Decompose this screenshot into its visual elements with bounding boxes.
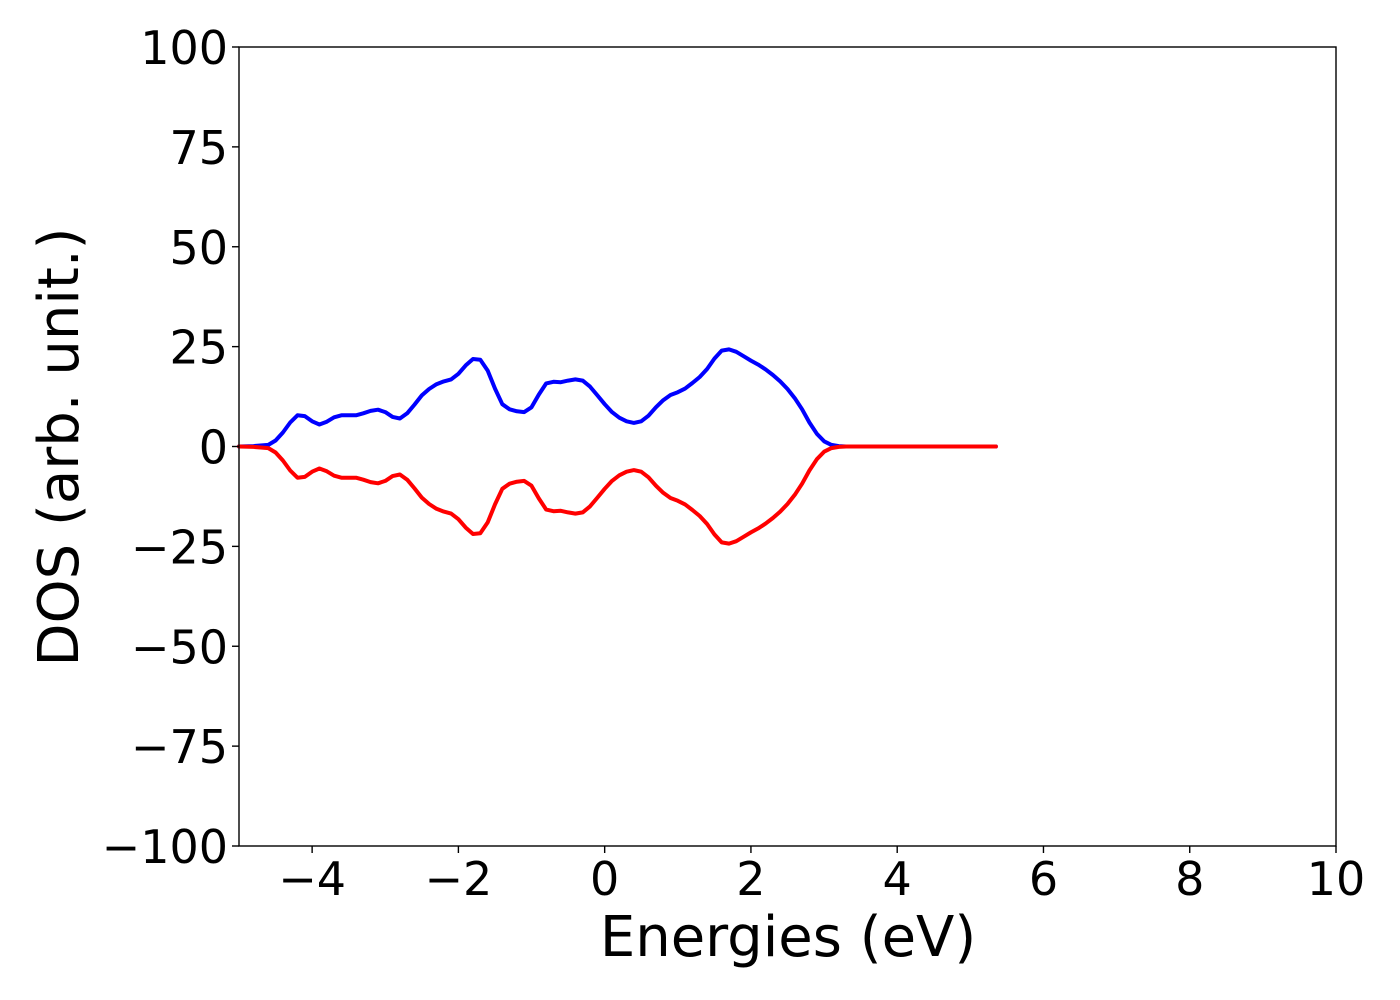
y-tick-label: 100 bbox=[140, 21, 228, 75]
series-line-1 bbox=[237, 347, 998, 449]
y-axis-label: DOS (arb. unit.) bbox=[27, 227, 92, 666]
y-tick-label: −50 bbox=[131, 620, 228, 674]
x-axis-label: Energies (eV) bbox=[600, 905, 976, 970]
y-tick-label: 25 bbox=[169, 321, 228, 375]
y-tick-label: −25 bbox=[131, 520, 228, 574]
x-tick-label: 10 bbox=[1307, 852, 1366, 906]
series-layer bbox=[237, 347, 998, 546]
x-tick-label: −2 bbox=[424, 852, 492, 906]
x-tick-label: 0 bbox=[590, 852, 619, 906]
y-tick-label: −100 bbox=[102, 820, 228, 874]
x-tick-label: 2 bbox=[736, 852, 765, 906]
y-tick-label: 0 bbox=[199, 421, 228, 475]
y-tick-label: 75 bbox=[169, 121, 228, 175]
x-tick-label: 8 bbox=[1175, 852, 1204, 906]
y-axis: 100 75 50 25 0 −25 −50 −75 −100 bbox=[102, 21, 239, 874]
x-tick-label: −4 bbox=[278, 852, 346, 906]
series-line-2 bbox=[237, 444, 998, 546]
x-tick-label: 4 bbox=[883, 852, 912, 906]
x-axis: −4 −2 0 2 4 6 8 10 bbox=[278, 846, 1365, 906]
y-tick-label: 50 bbox=[169, 221, 228, 275]
x-tick-label: 6 bbox=[1029, 852, 1058, 906]
y-tick-label: −75 bbox=[131, 720, 228, 774]
